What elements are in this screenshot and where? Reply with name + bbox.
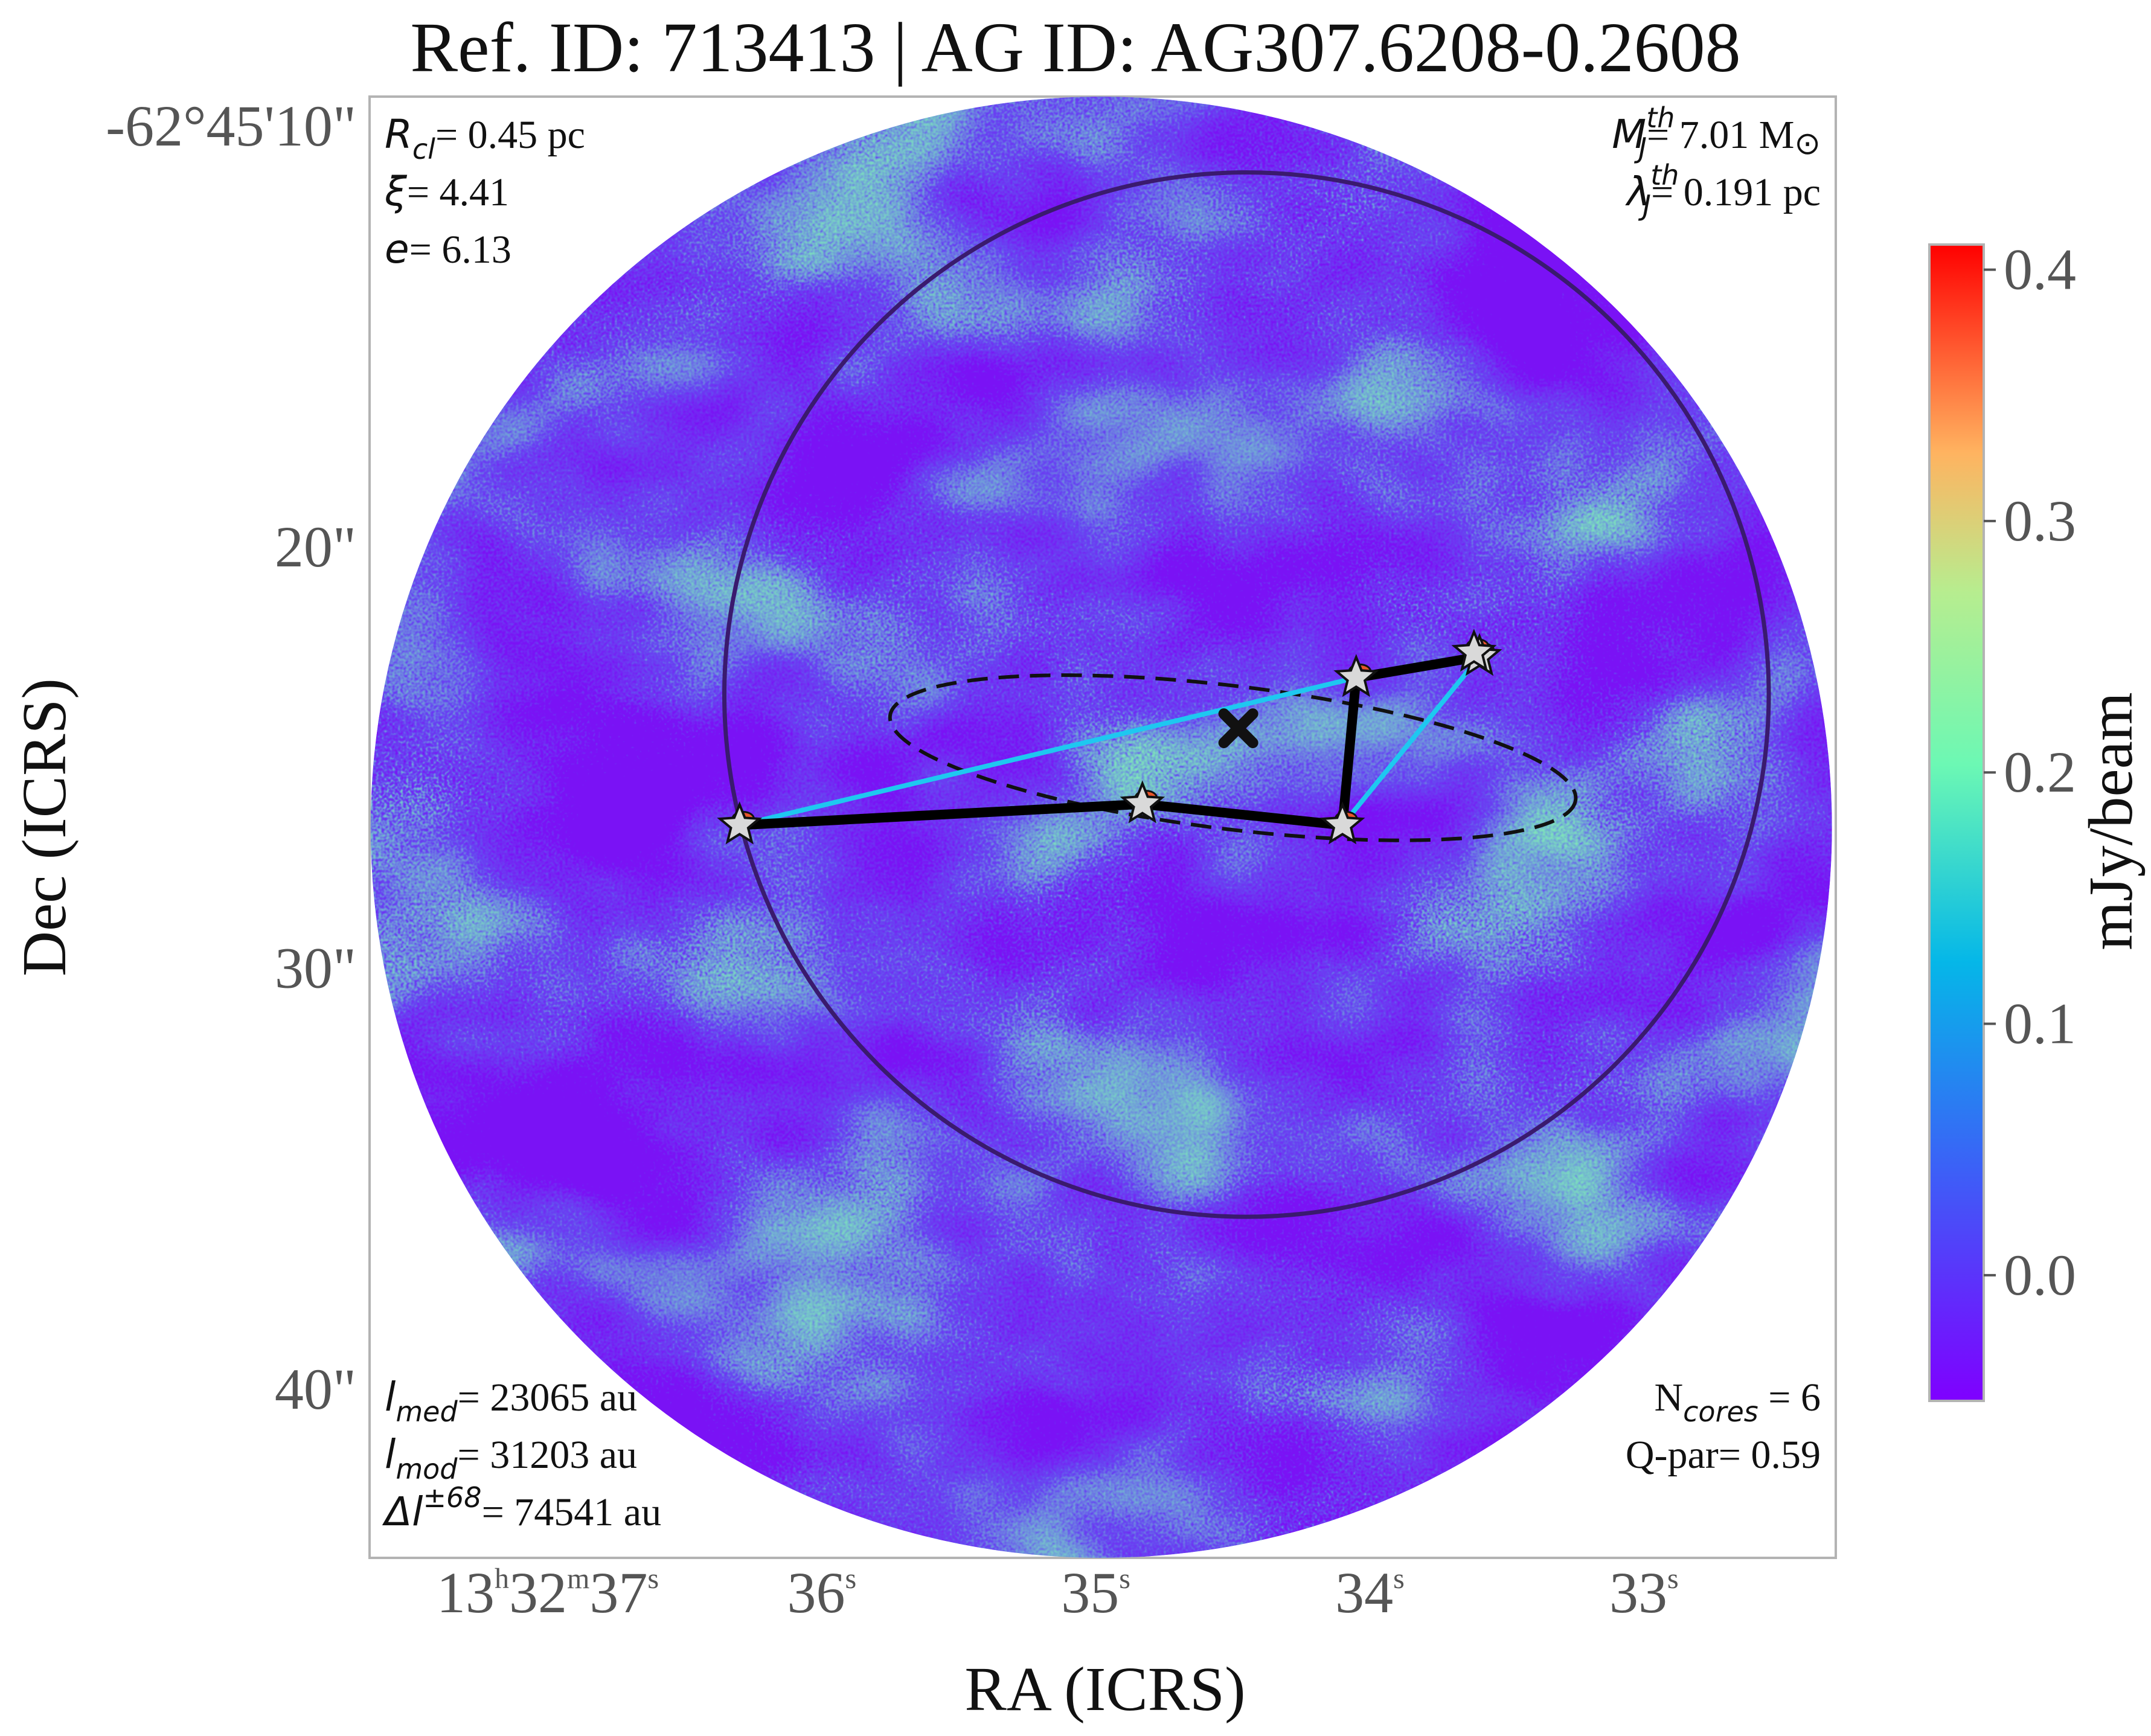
y-tick-label: 20" [275,514,356,579]
x-tick-label: 33s [1609,1560,1679,1625]
overlay-layer [717,170,1771,1219]
core-star-marker [1120,780,1165,824]
y-tick-label: 40" [275,1357,356,1421]
annotation-delta-l: Δl±68= 74541 au [382,1481,661,1535]
x-tick-label: 36s [787,1560,856,1625]
x-axis-label: RA (ICRS) [964,1654,1245,1724]
annotation-l-mod: lmod= 31203 au [385,1431,637,1485]
mst-edge [734,799,1147,830]
annotation-mj: Mth J= 7.01 M⊙ [1612,101,1821,164]
colorbar-tick-label: 0.3 [2004,488,2076,553]
map-texture [370,97,1832,1558]
center-x-marker [1218,708,1258,749]
colorbar-tick-label: 0.4 [2004,237,2076,302]
colorbar-tick-label: 0.0 [2004,1243,2076,1307]
clump-circle [722,170,1771,1219]
y-tick-label: 30" [275,936,356,1001]
y-tick-label: -62°45'10" [106,94,356,158]
y-axis-label: Dec (ICRS) [10,678,79,976]
annotation-top-right: Mth J= 7.01 M⊙ λth J= 0.191 pc [1612,101,1821,222]
core-star-marker [717,801,763,845]
colorbar-ticks: 0.4 0.3 0.2 0.1 0.0 [1984,237,2076,1307]
annotation-l-med: lmed= 23065 au [385,1374,637,1428]
mst-edge [1351,652,1485,683]
emission-map [370,97,1832,1558]
colorbar-tick-label: 0.1 [2004,991,2076,1056]
x-tick-label: 13h32m37s [437,1560,659,1625]
annotation-e: e= 6.13 [385,226,511,272]
annotation-qpar: Q-par= 0.59 [1626,1433,1821,1477]
hull-edge [1340,655,1482,827]
x-tick-label: 35s [1061,1560,1130,1625]
x-tick-labels: 13h32m37s 36s 35s 34s 33s [437,1560,1679,1625]
cores-ellipse [888,673,1578,842]
x-tick-label: 34s [1335,1560,1405,1625]
hull-edge [739,675,1357,828]
y-tick-labels: -62°45'10" 20" 30" 40" [106,94,356,1421]
annotation-r-cl: Rcl= 0.45 pc [385,111,585,165]
annotation-bottom-right: Ncores = 6 Q-par= 0.59 [1626,1376,1821,1477]
annotation-bottom-left: lmed= 23065 au lmod= 31203 au Δl±68= 745… [382,1374,661,1535]
colorbar-label: mJy/beam [2076,692,2146,950]
annotation-top-left: Rcl= 0.45 pc ξ= 4.41 e= 6.13 [384,111,585,272]
colorbar-gradient [1928,243,1985,1402]
mst-edge [1338,673,1361,830]
annotation-xi: ξ= 4.41 [384,168,509,215]
core-star-marker [1451,629,1497,672]
colorbar: 0.4 0.3 0.2 0.1 0.0 mJy/beam [1928,237,2146,1402]
colorbar-tick-label: 0.2 [2004,740,2076,804]
core-star-marker [1333,654,1379,697]
core-star-marker [1319,801,1365,845]
chart-title: Ref. ID: 713413 | AG ID: AG307.6208-0.26… [410,8,1740,87]
annotation-ncores: Ncores = 6 [1654,1376,1821,1428]
annotation-lambda: λth J= 0.191 pc [1625,159,1821,222]
mst-edge [1137,799,1348,830]
